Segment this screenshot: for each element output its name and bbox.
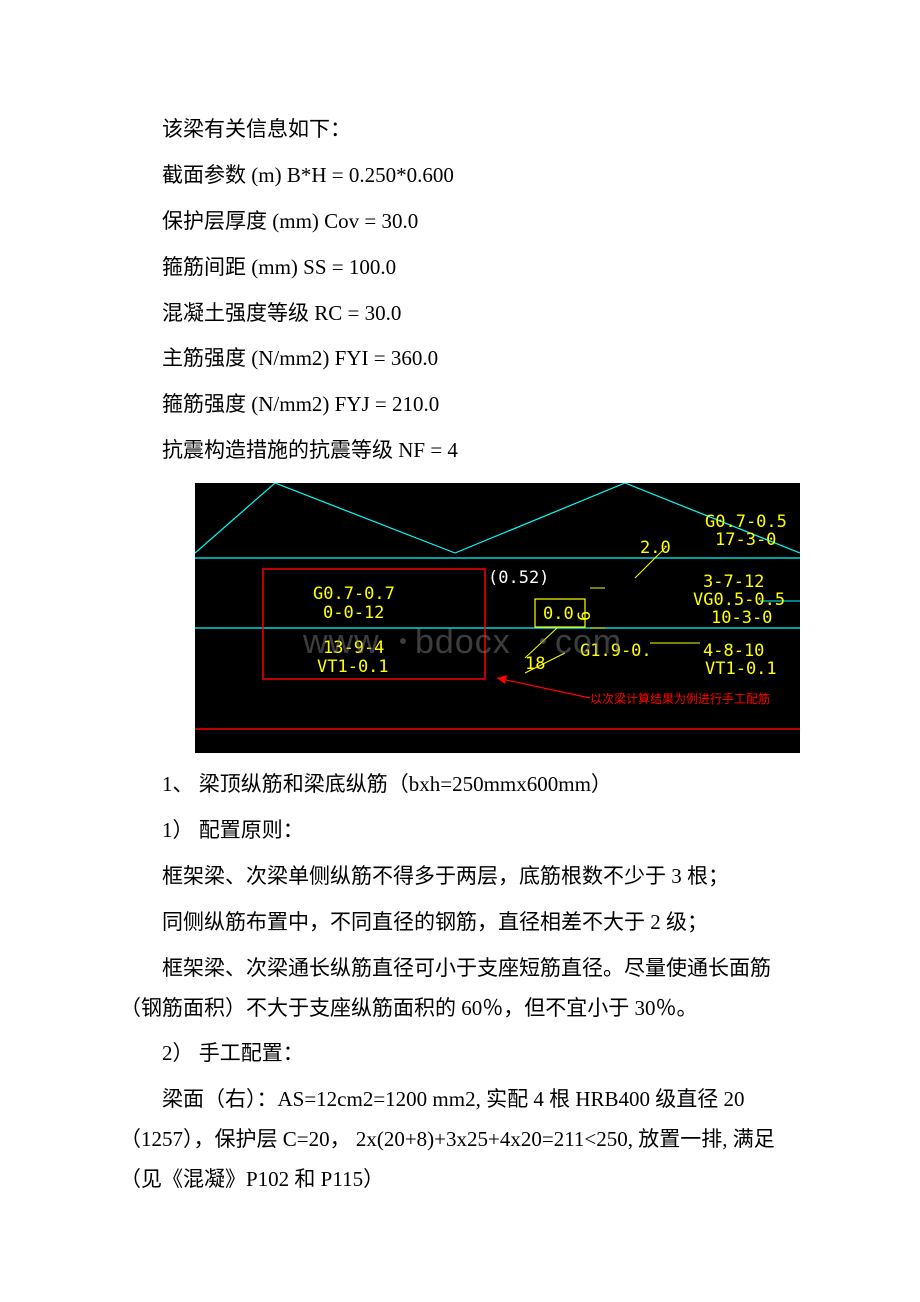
intro-line-6: 主筋强度 (N/mm2) FYI = 360.0 xyxy=(120,339,800,379)
intro-line-2: 截面参数 (m) B*H = 0.250*0.600 xyxy=(120,156,800,196)
intro-line-1: 该梁有关信息如下： xyxy=(120,110,800,150)
svg-text:3-7-12: 3-7-12 xyxy=(703,572,764,592)
paragraph-1: 框架梁、次梁单侧纵筋不得多于两层，底筋根数不少于 3 根； xyxy=(120,857,800,897)
svg-text:VG0.5-0.5: VG0.5-0.5 xyxy=(693,590,785,610)
intro-line-4: 箍筋间距 (mm) SS = 100.0 xyxy=(120,248,800,288)
svg-text:G0.7-0.5: G0.7-0.5 xyxy=(705,512,787,532)
svg-text:G0.7-0.7: G0.7-0.7 xyxy=(313,584,395,604)
section-1-heading: 1、 梁顶纵筋和梁底纵筋（bxh=250mmx600mm） xyxy=(120,765,800,805)
intro-line-3: 保护层厚度 (mm) Cov = 30.0 xyxy=(120,202,800,242)
intro-line-5: 混凝土强度等级 RC = 30.0 xyxy=(120,294,800,334)
cad-diagram: G0.7-0.517-3-02.0(0.52)G0.7-0.70-0-1213-… xyxy=(195,483,800,753)
svg-text:10-3-0: 10-3-0 xyxy=(711,608,772,628)
section-1-2-heading: 2） 手工配置： xyxy=(120,1034,800,1074)
svg-text:6: 6 xyxy=(575,611,595,621)
intro-line-7: 箍筋强度 (N/mm2) FYJ = 210.0 xyxy=(120,385,800,425)
svg-text:0.0: 0.0 xyxy=(543,604,574,624)
paragraph-4: 梁面（右）：AS=12cm2=1200 mm2, 实配 4 根 HRB400 级… xyxy=(120,1080,800,1200)
svg-text:www: www xyxy=(302,623,380,661)
svg-text:2.0: 2.0 xyxy=(640,538,671,558)
svg-text:bdocx: bdocx xyxy=(415,623,511,661)
section-1-1-heading: 1） 配置原则： xyxy=(120,811,800,851)
svg-text:17-3-0: 17-3-0 xyxy=(715,530,776,550)
svg-text:VT1-0.1: VT1-0.1 xyxy=(705,659,777,679)
svg-text:com: com xyxy=(555,623,622,661)
svg-text:4-8-10: 4-8-10 xyxy=(703,641,764,661)
svg-text:0-0-12: 0-0-12 xyxy=(323,603,384,623)
svg-text:(0.52): (0.52) xyxy=(488,568,549,588)
paragraph-3: 框架梁、次梁通长纵筋直径可小于支座短筋直径。尽量使通长面筋（钢筋面积）不大于支座… xyxy=(120,949,800,1029)
paragraph-2: 同侧纵筋布置中，不同直径的钢筋，直径相差不大于 2 级； xyxy=(120,903,800,943)
svg-text:以次梁计算结果为例进行手工配筋: 以次梁计算结果为例进行手工配筋 xyxy=(590,691,770,706)
intro-line-8: 抗震构造措施的抗震等级 NF = 4 xyxy=(120,431,800,471)
